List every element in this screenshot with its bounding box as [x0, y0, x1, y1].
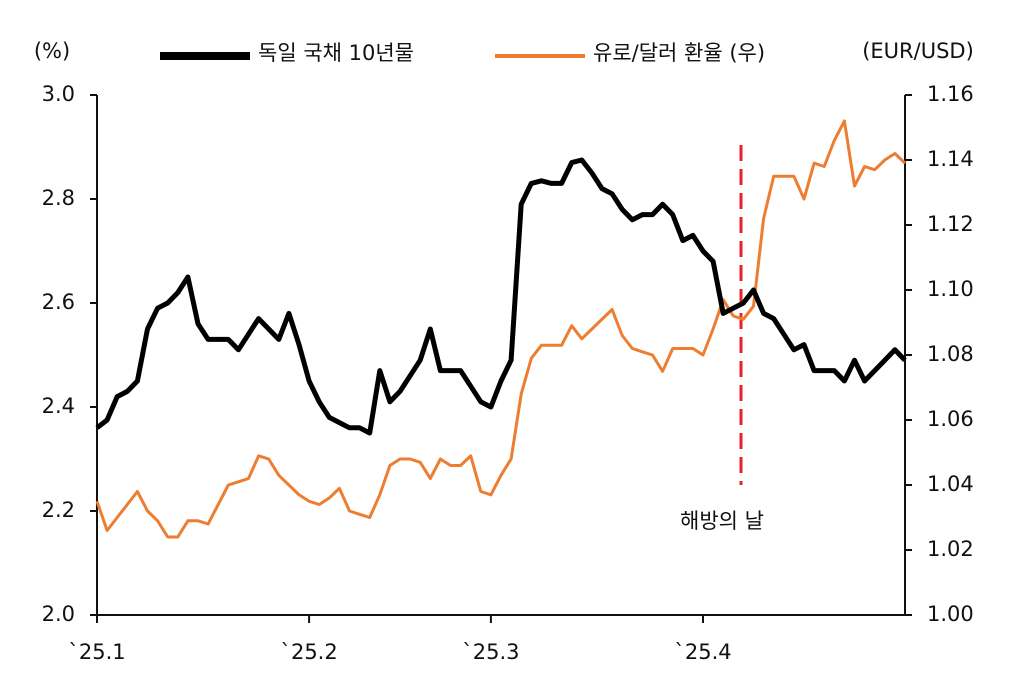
series-line [95, 119, 907, 539]
x-tick-label: `25.3 [462, 640, 519, 664]
y2-tick-label: 1.12 [927, 212, 974, 236]
y-unit: (%) [34, 39, 70, 63]
x-tick-label: `25.2 [280, 640, 337, 664]
y-tick-label: 3.0 [42, 82, 75, 106]
y-tick-label: 2.6 [42, 290, 75, 314]
legend-label: 유로/달러 환율 (우) [593, 41, 765, 65]
y-tick-label: 2.0 [42, 602, 75, 626]
y2-tick-label: 1.08 [927, 342, 974, 366]
y-tick-label: 2.8 [42, 186, 75, 210]
y2-tick-label: 1.04 [927, 472, 974, 496]
annotation: 해방의 날 [680, 509, 764, 533]
y2-tick-label: 1.06 [927, 407, 974, 431]
series-line [95, 157, 907, 436]
y2-tick-label: 1.14 [927, 147, 974, 171]
x-tick-label: `25.1 [68, 640, 125, 664]
y-tick-label: 2.4 [42, 394, 75, 418]
y2-unit: (EUR/USD) [862, 39, 974, 63]
x-tick-label: `25.4 [674, 640, 731, 664]
y2-tick-label: 1.10 [927, 277, 974, 301]
y2-tick-label: 1.02 [927, 537, 974, 561]
y2-tick-label: 1.16 [927, 82, 974, 106]
legend-label: 독일 국채 10년물 [258, 41, 414, 65]
y2-tick-label: 1.00 [927, 602, 974, 626]
y-tick-label: 2.2 [42, 498, 75, 522]
